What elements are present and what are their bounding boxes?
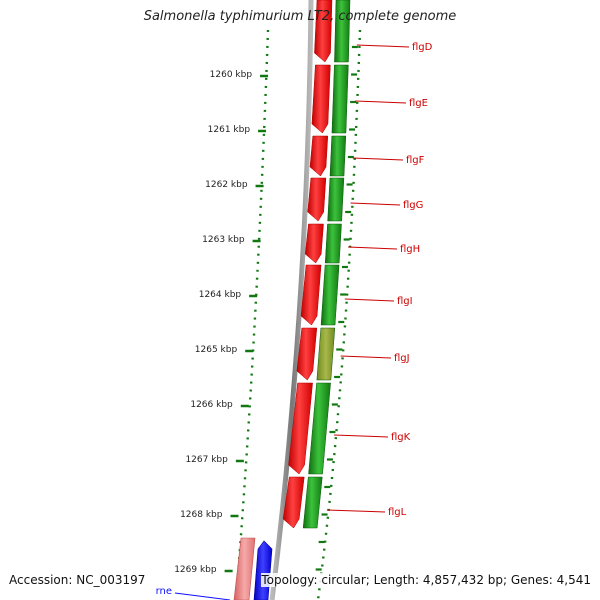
ruler-label: 1265 kbp	[195, 345, 238, 355]
ruler-label: 1267 kbp	[185, 455, 228, 465]
forward-strand-genes	[302, 0, 351, 529]
ruler-label: 1269 kbp	[174, 565, 217, 575]
gene-label-flgK[interactable]: flgK	[391, 432, 411, 443]
gene-label-rne[interactable]: rne	[156, 586, 172, 597]
gene-label-flgE[interactable]: flgE	[409, 98, 428, 109]
gene-label-flgG[interactable]: flgG	[403, 200, 423, 211]
ruler-label: 1261 kbp	[208, 125, 251, 135]
forward-gene-block[interactable]	[320, 264, 340, 326]
forward-gene-block[interactable]	[329, 135, 347, 177]
forward-gene-block[interactable]	[308, 382, 331, 475]
reverse-gene-arrow[interactable]	[304, 223, 324, 264]
forward-gene-block[interactable]	[331, 64, 349, 134]
reverse-gene-arrow[interactable]	[282, 476, 305, 529]
gene-leader-line	[340, 355, 392, 359]
gene-label-flgI[interactable]: flgI	[397, 296, 413, 307]
genome-backbone	[269, 0, 314, 600]
reverse-gene-arrow[interactable]	[307, 177, 327, 222]
topology-text: Topology: circular; Length: 4,857,432 bp…	[261, 573, 591, 587]
gene-leader-line	[352, 157, 404, 161]
reverse-strand-genes	[282, 0, 333, 529]
gene-leader-line	[174, 592, 231, 600]
reverse-gene-arrow[interactable]	[296, 327, 318, 381]
gene-label-flgF[interactable]: flgF	[406, 155, 425, 166]
ruler-label: 1263 kbp	[202, 235, 245, 245]
reverse-gene-arrow[interactable]	[311, 64, 331, 134]
ruler-label: 1260 kbp	[210, 70, 253, 80]
rne-gene-feature[interactable]	[233, 537, 256, 600]
forward-gene-block[interactable]	[302, 476, 323, 529]
forward-gene-block[interactable]	[334, 0, 351, 63]
ruler-label: 1262 kbp	[205, 180, 248, 190]
reverse-gene-arrow[interactable]	[300, 264, 322, 326]
reverse-gene-arrow[interactable]	[288, 382, 313, 475]
gene-label-flgL[interactable]: flgL	[388, 507, 407, 518]
gene-leader-line	[334, 434, 389, 438]
gene-leader-line	[356, 44, 410, 48]
gene-label-flgJ[interactable]: flgJ	[394, 353, 410, 364]
ruler-label: 1264 kbp	[199, 290, 242, 300]
gene-leader-line	[326, 509, 386, 513]
gene-leader-line	[355, 100, 407, 104]
reverse-gene-arrow[interactable]	[309, 135, 329, 177]
forward-gene-block[interactable]	[327, 177, 345, 222]
ruler-label: 1268 kbp	[180, 510, 223, 520]
gene-label-flgD[interactable]: flgD	[412, 42, 433, 53]
gene-leader-line	[350, 202, 401, 206]
forward-gene-block[interactable]	[324, 223, 342, 264]
gene-label-flgH[interactable]: flgH	[400, 244, 420, 255]
inner-dotted-arc	[316, 29, 362, 600]
genome-title: Salmonella typhimurium LT2, complete gen…	[143, 9, 457, 24]
gene-leader-line	[348, 246, 398, 250]
blue-gene-feature[interactable]	[253, 540, 273, 600]
reverse-gene-arrow[interactable]	[314, 0, 333, 63]
accession-text: Accession: NC_003197	[9, 573, 146, 587]
ruler-label: 1266 kbp	[190, 400, 233, 410]
gene-leader-line	[344, 298, 395, 302]
ruler-labels: 1260 kbp 1261 kbp 1262 kbp 1263 kbp 1264 kbp…	[174, 70, 252, 575]
ruler-ticks	[224, 45, 358, 573]
forward-gene-block[interactable]	[316, 327, 336, 381]
gene-labels: flgD flgE flgF flgG flgH flgI flgJ flgK flgL rne	[156, 42, 433, 600]
ruler-dotted-arc	[234, 29, 270, 600]
